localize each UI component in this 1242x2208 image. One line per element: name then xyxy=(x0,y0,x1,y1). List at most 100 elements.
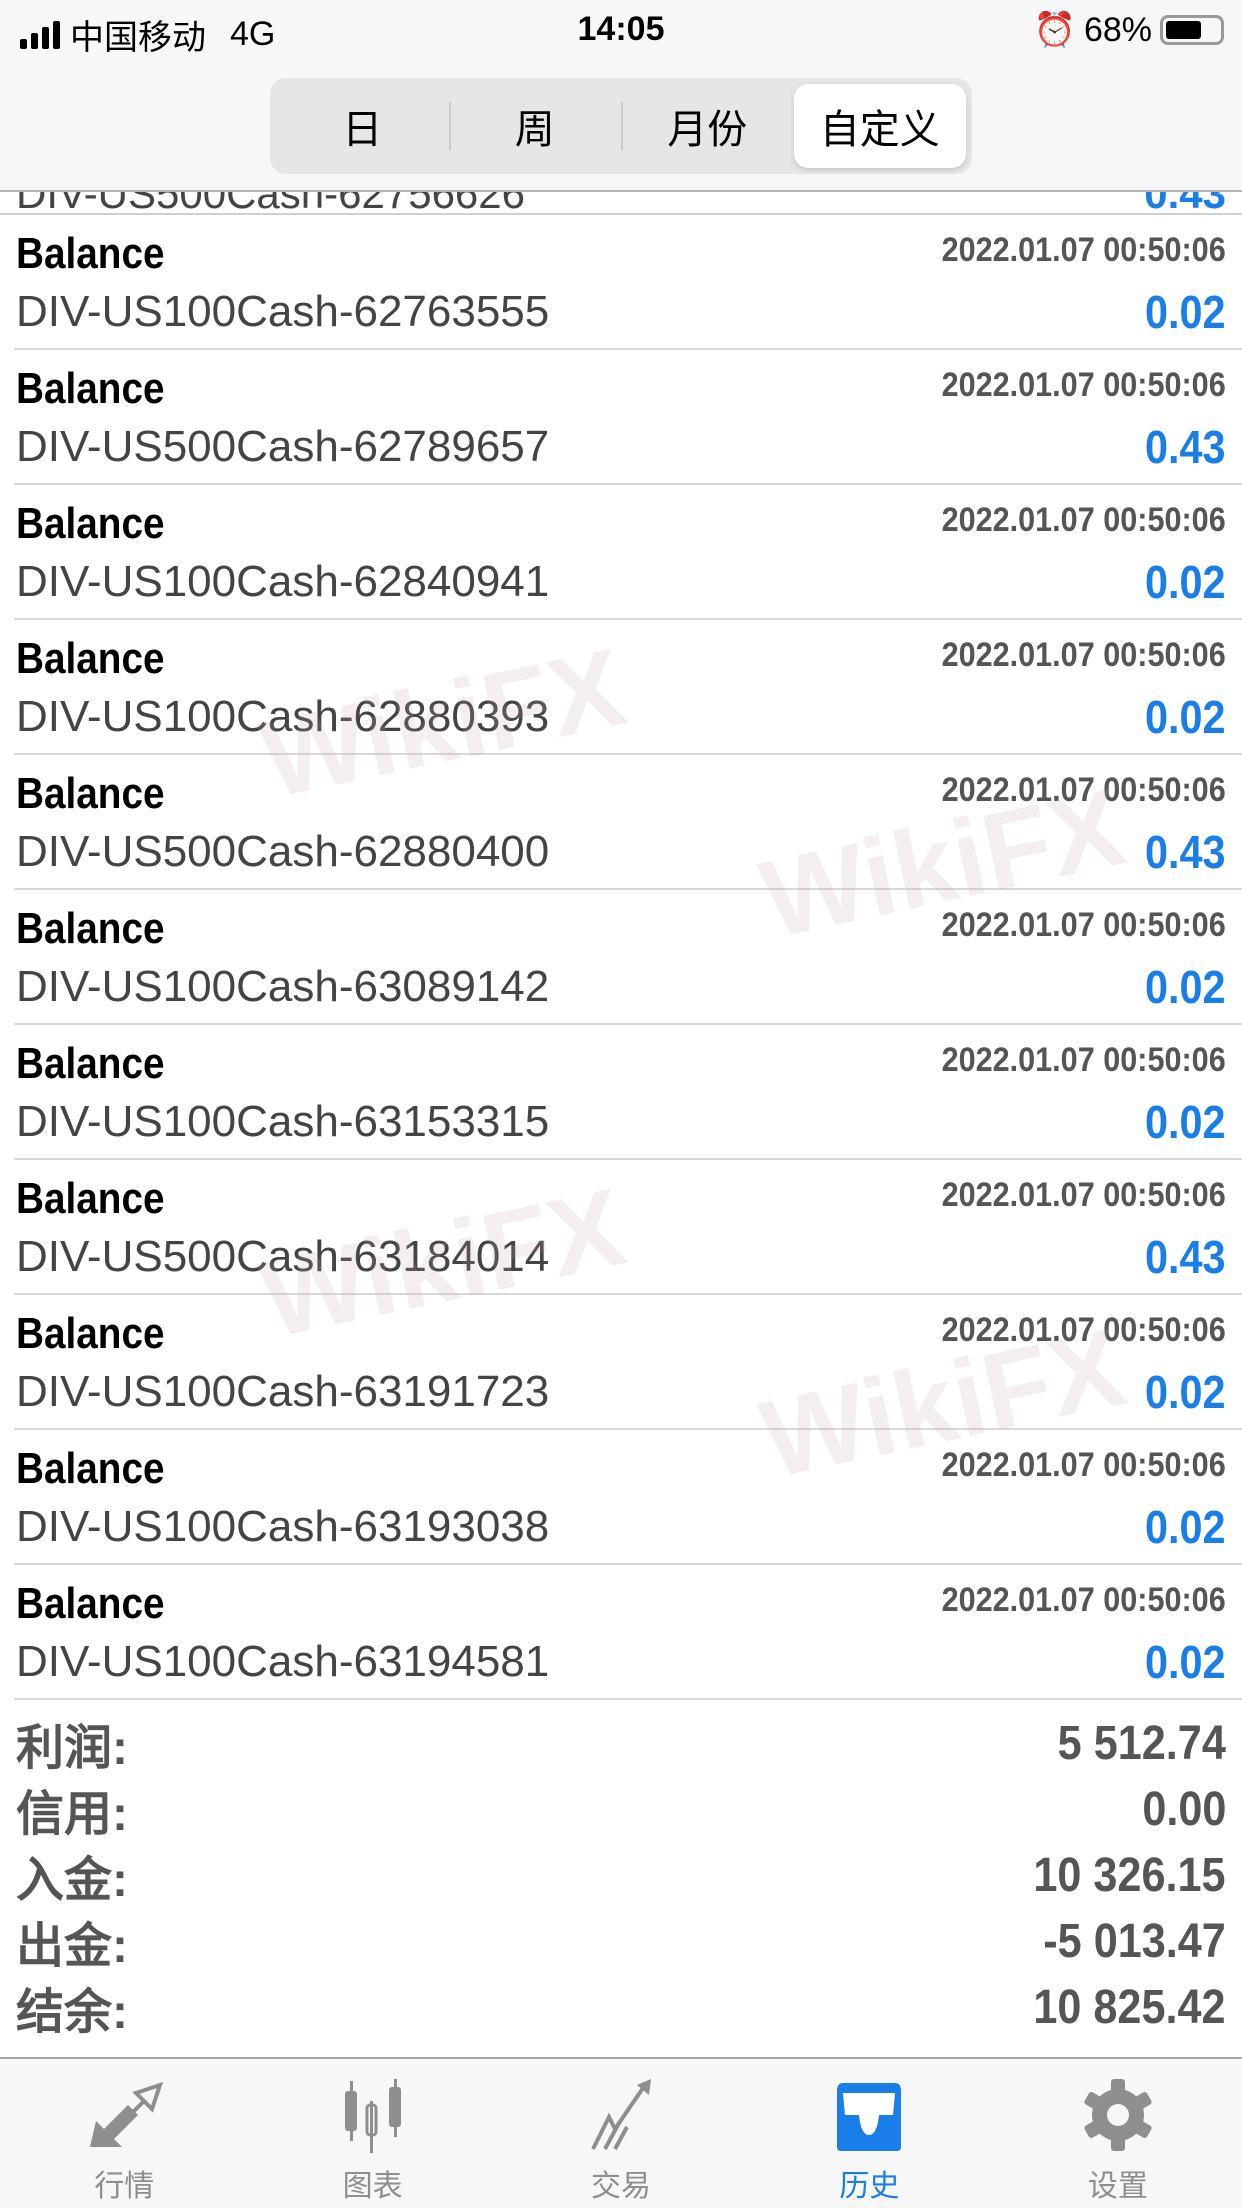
history-row[interactable]: Balance 2022.01.07 00:50:06 DIV-US100Cash-… xyxy=(14,1430,1242,1565)
summary-value: -5 013.47 xyxy=(1043,1914,1226,1968)
deal-symbol: DIV-US100Cash-63191723 xyxy=(16,1367,550,1416)
deal-symbol: DIV-US100Cash-63193038 xyxy=(16,1502,550,1551)
history-row[interactable]: Balance 2022.01.07 00:50:06 DIV-US100Cash-… xyxy=(14,1295,1242,1430)
tab-label: 历史 xyxy=(839,2170,900,2203)
deal-type: Balance xyxy=(16,904,165,953)
deal-type: Balance xyxy=(16,1309,165,1358)
deal-profit: 0.02 xyxy=(1145,286,1226,338)
history-row[interactable]: Balance 2022.01.07 00:50:06 DIV-US500Cash-… xyxy=(14,1160,1242,1295)
deal-profit: 0.43 xyxy=(1145,1231,1226,1283)
tab-label: 行情 xyxy=(94,2170,155,2203)
tab-label: 交易 xyxy=(591,2170,652,2203)
deal-time: 2022.01.07 00:50:06 xyxy=(941,1446,1226,1484)
deal-type: Balance xyxy=(16,364,165,413)
segment-month[interactable]: 月份 xyxy=(621,84,794,168)
deal-time: 2022.01.07 00:50:06 xyxy=(941,1041,1226,1079)
deal-symbol: DIV-US100Cash-62763555 xyxy=(16,287,550,336)
partial-symbol: DIV-US500Cash-62756626 xyxy=(16,192,525,213)
summary-balance: 结余: 10 825.42 xyxy=(16,1974,1226,2040)
deal-profit: 0.02 xyxy=(1145,691,1226,743)
signal-icon xyxy=(20,20,60,49)
summary-credit: 信用: 0.00 xyxy=(16,1776,1226,1842)
history-list: Balance 2022.01.07 00:50:06 DIV-US100Cash-… xyxy=(0,215,1242,1700)
tab-bar: 行情 图表 交易 历史 设置 xyxy=(0,2057,1242,2208)
deal-time: 2022.01.07 00:50:06 xyxy=(941,906,1226,944)
summary-label: 出金: xyxy=(16,1920,128,1973)
deal-time: 2022.01.07 00:50:06 xyxy=(941,231,1226,269)
history-row[interactable]: Balance 2022.01.07 00:50:06 DIV-US100Cash-… xyxy=(14,1025,1242,1160)
history-row[interactable]: Balance 2022.01.07 00:50:06 DIV-US500Cash-… xyxy=(14,755,1242,890)
deal-symbol: DIV-US500Cash-62880400 xyxy=(16,827,550,876)
deal-type: Balance xyxy=(16,1444,165,1493)
gear-icon xyxy=(1084,2079,1152,2151)
deal-time: 2022.01.07 00:50:06 xyxy=(941,1581,1226,1619)
summary-label: 利润: xyxy=(16,1722,128,1775)
deal-time: 2022.01.07 00:50:06 xyxy=(941,771,1226,809)
period-header: 日 周 月份 自定义 xyxy=(0,62,1242,192)
tab-trade[interactable]: 交易 xyxy=(497,2059,745,2208)
deal-profit: 0.02 xyxy=(1145,1636,1226,1688)
segment-week[interactable]: 周 xyxy=(448,84,622,168)
deal-type: Balance xyxy=(16,634,165,683)
tab-quotes[interactable]: 行情 xyxy=(0,2059,248,2208)
alarm-icon: ⏰ xyxy=(1033,11,1076,49)
segment-day[interactable]: 日 xyxy=(342,108,383,152)
summary-withdrawal: 出金: -5 013.47 xyxy=(16,1908,1226,1974)
candlestick-chart-icon xyxy=(344,2079,401,2153)
deal-symbol: DIV-US100Cash-63153315 xyxy=(16,1097,550,1146)
deal-profit: 0.02 xyxy=(1145,1096,1226,1148)
tab-label: 设置 xyxy=(1087,2170,1148,2203)
deal-type: Balance xyxy=(16,1039,165,1088)
deal-time: 2022.01.07 00:50:06 xyxy=(941,636,1226,674)
deal-profit: 0.02 xyxy=(1145,556,1226,608)
deal-time: 2022.01.07 00:50:06 xyxy=(941,1176,1226,1214)
summary-label: 结余: xyxy=(16,1986,128,2039)
summary-label: 信用: xyxy=(16,1788,128,1841)
history-row[interactable]: Balance 2022.01.07 00:50:06 DIV-US100Cash-… xyxy=(14,620,1242,755)
deal-profit: 0.02 xyxy=(1145,1366,1226,1418)
history-row[interactable]: Balance 2022.01.07 00:50:06 DIV-US100Cash-… xyxy=(14,890,1242,1025)
deal-symbol: DIV-US100Cash-62840941 xyxy=(16,557,550,606)
deal-symbol: DIV-US100Cash-62880393 xyxy=(16,692,550,741)
summary-label: 入金: xyxy=(16,1854,128,1907)
deal-profit: 0.02 xyxy=(1145,961,1226,1013)
tab-history[interactable]: 历史 xyxy=(745,2059,993,2208)
history-row[interactable]: Balance 2022.01.07 00:50:06 DIV-US100Cash-… xyxy=(14,485,1242,620)
tab-label: 图表 xyxy=(342,2170,403,2203)
battery-percent: 68% xyxy=(1083,10,1152,49)
deal-type: Balance xyxy=(16,1174,165,1223)
history-inbox-icon xyxy=(837,2083,902,2151)
deal-profit: 0.02 xyxy=(1145,1501,1226,1553)
deal-type: Balance xyxy=(16,769,165,818)
quotes-arrows-icon xyxy=(90,2081,164,2147)
deal-type: Balance xyxy=(16,1579,165,1628)
summary-value: 10 326.15 xyxy=(1033,1848,1226,1902)
summary-deposit: 入金: 10 326.15 xyxy=(16,1842,1226,1908)
history-row[interactable]: Balance 2022.01.07 00:50:06 DIV-US100Cash-… xyxy=(14,215,1242,350)
status-bar: 中国移动 4G 14:05 ⏰ 68% xyxy=(0,0,1242,62)
history-row[interactable]: Balance 2022.01.07 00:50:06 DIV-US500Cash-… xyxy=(14,350,1242,485)
carrier: 中国移动 xyxy=(70,19,206,57)
summary: 利润: 5 512.74 信用: 0.00 入金: 10 326.15 出金: -5 0… xyxy=(16,1710,1226,2040)
tab-charts[interactable]: 图表 xyxy=(248,2059,496,2208)
tab-settings[interactable]: 设置 xyxy=(994,2059,1242,2208)
deal-time: 2022.01.07 00:50:06 xyxy=(941,1311,1226,1349)
deal-symbol: DIV-US500Cash-62789657 xyxy=(16,422,550,471)
trade-trend-icon xyxy=(591,2079,652,2150)
deal-type: Balance xyxy=(16,499,165,548)
period-segmented-control: 日 周 月份 自定义 xyxy=(270,78,972,174)
battery-icon xyxy=(1160,15,1224,45)
deal-time: 2022.01.07 00:50:06 xyxy=(941,501,1226,539)
deal-symbol: DIV-US500Cash-63184014 xyxy=(16,1232,550,1281)
deal-profit: 0.43 xyxy=(1145,421,1226,473)
deal-type: Balance xyxy=(16,229,165,278)
history-row[interactable]: Balance 2022.01.07 00:50:06 DIV-US100Cash-… xyxy=(14,1565,1242,1700)
clock: 14:05 xyxy=(577,10,665,48)
summary-value: 0.00 xyxy=(1141,1782,1226,1836)
network: 4G xyxy=(230,15,276,53)
segment-custom[interactable]: 自定义 xyxy=(793,84,966,168)
deal-time: 2022.01.07 00:50:06 xyxy=(941,366,1226,404)
deal-symbol: DIV-US100Cash-63194581 xyxy=(16,1637,550,1686)
partial-row[interactable]: DIV-US500Cash-62756626 0.43 xyxy=(0,192,1242,215)
summary-value: 5 512.74 xyxy=(1057,1716,1226,1770)
